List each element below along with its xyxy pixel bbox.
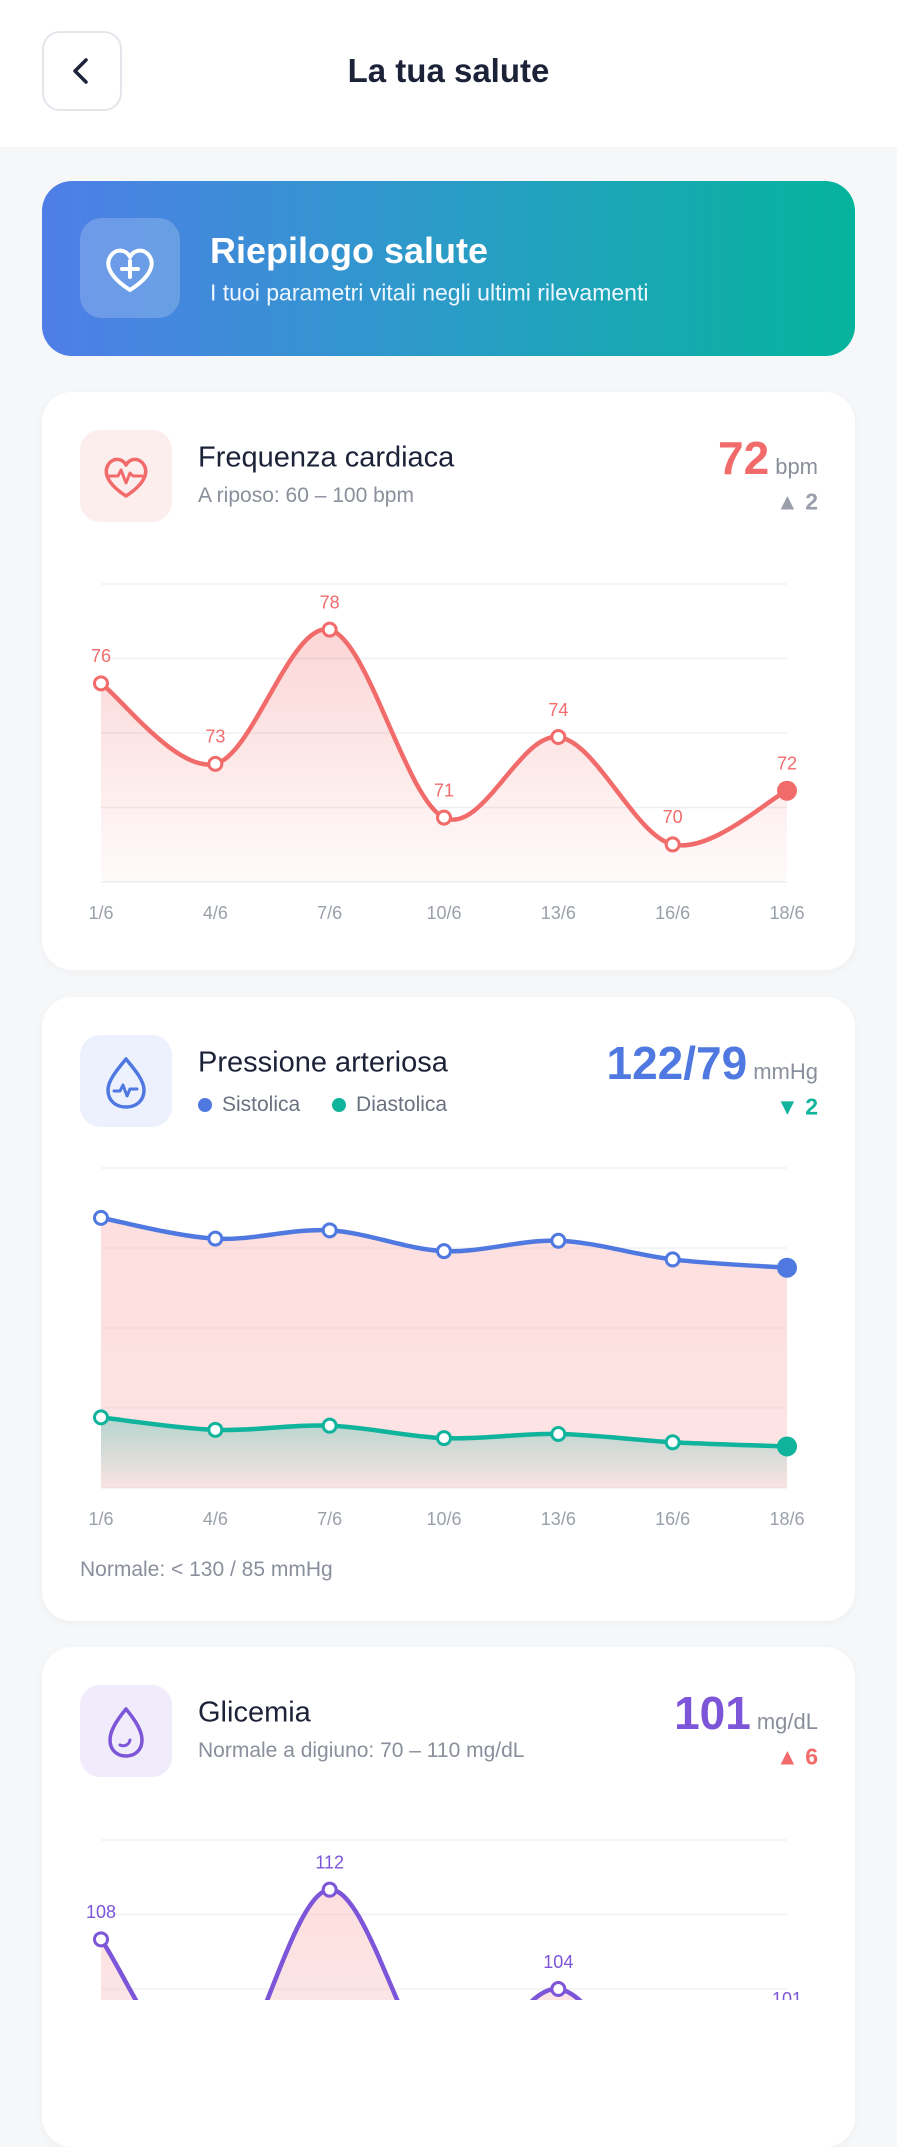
unit: bpm [775,454,818,479]
current-value: 101 mg/dL [674,1686,818,1740]
current-value: 72 bpm [718,431,818,485]
data-point [550,1981,567,1997]
x-tick-label: 16/6 [655,903,690,923]
x-tick-label: 1/6 [88,1509,113,1529]
change: ▼ 2 [776,1093,818,1120]
summary-banner: Riepilogo salute I tuoi parametri vitali… [42,181,855,356]
line-chart: 1/6 4/6 7/6 10/6 13/6 16/6 18/6 [88,1167,805,1529]
blood-pressure-card: Pressione arteriosa Sistolica Diastolica… [42,997,855,1621]
value: 101 [674,1687,751,1739]
legend-item: Diastolica [332,1093,447,1116]
back-icon [73,58,88,84]
card-title: Pressione arteriosa [198,1046,448,1079]
area [101,1217,787,1488]
line [98,1887,583,2000]
data-point [664,1434,681,1451]
summary-icon [80,218,180,318]
data-point [321,1222,338,1239]
summary-subtitle: I tuoi parametri vitali negli ultimi ril… [210,279,649,306]
data-point [550,1425,567,1442]
glucose-icon [80,1685,172,1777]
data-label: 104 [543,1952,573,1972]
data-point [207,1230,224,1247]
data-point [777,1257,797,1278]
card-title: Glicemia [198,1696,311,1729]
value: 72 [718,432,770,484]
data-point [321,621,338,638]
summary-title: Riepilogo salute [210,230,489,271]
x-tick-label: 1/6 [88,903,113,923]
glucose-card: Glicemia Normale a digiuno: 70 – 110 mg/… [42,1647,855,2147]
data-point [777,1436,797,1457]
data-point [664,836,681,853]
change: ▲ 6 [776,1743,818,1770]
line-chart: 1/64/67/610/613/616/618/6108961129710495… [86,1839,802,2000]
legend-label: Diastolica [356,1093,448,1116]
current-value: 122/79 mmHg [607,1036,818,1090]
data-point [436,1430,452,1447]
x-tick-label: 10/6 [426,1509,461,1529]
data-label: 76 [91,646,111,666]
data-point [436,809,452,826]
data-point [93,1409,109,1426]
data-label: 71 [434,780,454,800]
data-point [93,1931,109,1948]
value: 122/79 [606,1037,748,1089]
data-label: 112 [315,1852,344,1872]
card-title: Frequenza cardiaca [198,441,455,474]
data-label: 108 [86,1902,116,1922]
heart-rate-card: Frequenza cardiaca A riposo: 60 – 100 bp… [42,392,855,970]
data-label: 70 [663,807,683,827]
x-tick-label: 18/6 [769,903,804,923]
x-tick-label: 13/6 [541,1509,576,1529]
unit: mmHg [753,1059,818,1084]
x-tick-label: 7/6 [317,1509,342,1529]
data-point [321,1417,338,1434]
area [101,1417,787,1488]
change: ▲ 2 [776,488,818,515]
data-point [93,1209,109,1226]
data-label: 101 [772,1989,802,2000]
data-point [207,755,224,772]
data-point [664,1251,681,1268]
data-point [777,780,797,801]
data-point [93,675,109,692]
x-tick-label: 16/6 [655,1509,690,1529]
legend-dot [332,1098,347,1112]
data-point [436,1243,452,1260]
x-tick-label: 4/6 [203,1509,228,1529]
x-tick-label: 10/6 [426,903,461,923]
heart-icon [80,430,172,522]
data-label: 74 [548,700,568,720]
legend-dot [198,1098,212,1112]
x-tick-label: 7/6 [317,903,342,923]
legend: Sistolica Diastolica [198,1093,473,1117]
top-bar: La tua salute [0,0,897,147]
page-title: La tua salute [347,52,550,89]
data-label: 72 [777,753,797,773]
data-point [207,1421,224,1438]
data-label: 73 [205,727,225,747]
reference-note: Normale: < 130 / 85 mmHg [80,1558,333,1581]
back-button[interactable] [42,31,122,111]
line-chart: 1/6 4/6 7/6 10/6 13/6 16/6 18/6 76 73 78 71 74 70 72 [88,583,805,923]
data-label: 78 [320,592,340,612]
data-point [550,1232,567,1249]
unit: mg/dL [756,1709,818,1734]
x-tick-label: 18/6 [769,1509,804,1529]
card-subtitle: A riposo: 60 – 100 bpm [198,484,414,507]
card-subtitle: Normale a digiuno: 70 – 110 mg/dL [198,1739,525,1762]
legend-item: Sistolica [198,1093,300,1116]
data-point [550,729,567,746]
data-point [321,1881,338,1898]
x-tick-label: 13/6 [541,903,576,923]
pressure-icon [80,1035,172,1127]
legend-label: Sistolica [222,1093,301,1116]
x-tick-label: 4/6 [203,903,228,923]
area [101,1889,580,2000]
page: {"header":{"title":"La tua salute"}, "su… [0,0,897,2000]
